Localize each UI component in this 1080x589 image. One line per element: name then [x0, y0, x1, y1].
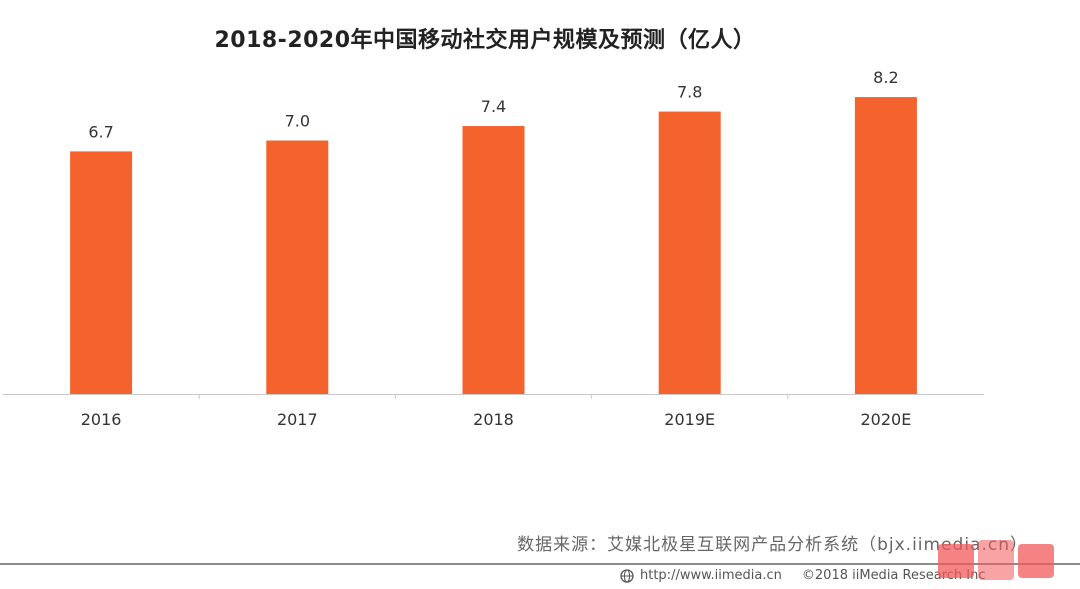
data-label-2016: 6.7: [88, 122, 113, 141]
bar-2017: [266, 140, 329, 394]
bar-2020E: [854, 97, 917, 395]
x-tick-label-2020E: 2020E: [860, 410, 911, 429]
x-tick-label-2017: 2017: [277, 410, 318, 429]
x-tick-label-2019E: 2019E: [664, 410, 715, 429]
x-tick-label-2018: 2018: [473, 410, 514, 429]
data-labels-layer: 6.7 7.0 7.4 7.8 8.2: [88, 68, 898, 141]
bar-2018: [462, 126, 525, 394]
bars-layer: [70, 97, 917, 395]
data-label-2019E: 7.8: [677, 83, 702, 102]
watermark-logo: [938, 540, 1054, 580]
footer-divider: [0, 563, 1080, 565]
x-tick-label-2016: 2016: [81, 410, 122, 429]
bar-2016: [70, 151, 133, 394]
data-label-2018: 7.4: [481, 97, 506, 116]
data-label-2020E: 8.2: [873, 68, 898, 87]
globe-icon: [620, 568, 634, 583]
footer-bar: http://www.iimedia.cn ©2018 iiMedia Rese…: [620, 568, 986, 583]
bar-2019E: [658, 111, 721, 394]
x-axis-layer: 2016 2017 2018 2019E 2020E: [3, 394, 984, 429]
footer-url[interactable]: http://www.iimedia.cn: [640, 568, 782, 583]
source-note: 数据来源：艾媒北极星互联网产品分析系统（bjx.iimedia.cn）: [517, 535, 1028, 555]
bar-chart: 6.7 7.0 7.4 7.8 8.2 2016 2017 2018 2019E 2020E: [3, 68, 984, 429]
chart-title: 2018-2020年中国移动社交用户规模及预测（亿人）: [214, 28, 756, 53]
data-label-2017: 7.0: [285, 112, 310, 131]
